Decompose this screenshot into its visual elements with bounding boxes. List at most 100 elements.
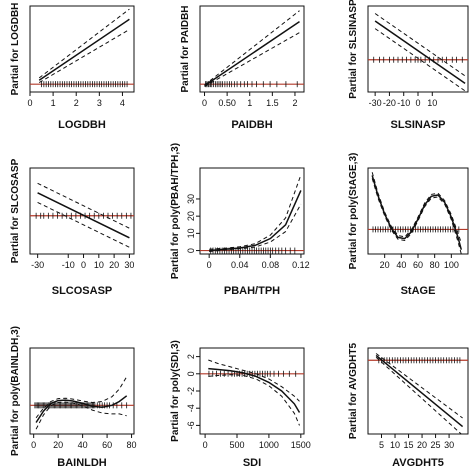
panel-logdbh: 0 1 2 3 4 LOGDBH Partial for LOGDBH [10, 3, 135, 131]
series-upper-line [38, 8, 130, 79]
x-tick-label: 0 [81, 260, 86, 270]
x-tick-label: -10 [62, 260, 75, 270]
x-tick-label: 20 [109, 260, 119, 270]
axes-frame [199, 5, 305, 93]
x-tick-label: 10 [390, 440, 400, 450]
x-tick-label: 60 [102, 440, 112, 450]
y-axis-label: Partial for poly(PBAH/TPH,3) [170, 143, 181, 279]
series-fit-line [374, 20, 466, 85]
y-tick-label: 10 [186, 228, 196, 238]
y-axis-label: Partial for poly(StAGE,3) [348, 153, 359, 270]
panel-stage: 20 40 60 80 100 StAGE Partial for poly(StAGE,3… [348, 153, 469, 297]
x-tick-label: 40 [396, 260, 406, 270]
axes-frame [29, 347, 135, 435]
x-tick-label: 20 [380, 260, 390, 270]
series-lower-line [374, 28, 466, 92]
x-axis-label: AVGDHT5 [392, 457, 444, 469]
x-tick-label: 80 [127, 440, 137, 450]
x-axis-label: SDI [243, 457, 261, 469]
x-tick-label: 0.08 [262, 260, 280, 270]
y-tick-label: -6 [186, 421, 196, 429]
x-tick-label: -30 [369, 98, 382, 108]
x-tick-label: 4 [120, 98, 125, 108]
panel-slsinasp: -30 -20 -10 0 10 SLSINASP Partial for SLSINASP [348, 0, 469, 131]
y-tick-label: -4 [186, 404, 196, 412]
x-tick-label: 5 [379, 440, 384, 450]
axes-frame [199, 347, 305, 435]
panel-pbah-tph: 0 0.04 0.08 0.12 0 10 20 30 PBAH/TPH Partial for … [170, 143, 310, 297]
series-upper-line [35, 376, 128, 419]
x-axis-label: LOGDBH [58, 119, 106, 131]
x-axis-label: PBAH/TPH [224, 285, 280, 297]
series-upper-line [204, 10, 300, 86]
series-fit-line [37, 192, 130, 239]
y-tick-label: -2 [186, 387, 196, 395]
series-upper-line [208, 359, 300, 402]
series-lower-line [209, 203, 302, 253]
panel-slcosasp: -30 -10 0 10 20 30 SLCOSASP Partial for SLCOSAS… [10, 158, 135, 297]
x-axis-label: PAIDBH [231, 119, 272, 131]
rug [34, 402, 128, 409]
series-upper-line [371, 172, 462, 244]
series-lower-line [375, 356, 463, 434]
y-tick-label: 2 [186, 354, 196, 359]
panel-bainldh: 0 20 40 60 80 BAINLDH Partial for poly(BAINLDH… [10, 326, 137, 469]
series-upper-line [375, 353, 463, 419]
series-lower-line [38, 29, 130, 84]
series-lower-line [204, 32, 300, 87]
x-tick-label: -20 [383, 98, 396, 108]
series-fit-line [204, 20, 300, 87]
x-tick-label: 3 [97, 98, 102, 108]
x-tick-label: 0 [31, 440, 36, 450]
x-tick-label: 0.04 [231, 260, 249, 270]
x-axis-label: SLCOSASP [52, 285, 113, 297]
series-fit-line [38, 18, 130, 81]
y-tick-label: 0 [186, 371, 196, 376]
axes-frame [29, 167, 135, 255]
axes-frame [199, 167, 305, 255]
x-tick-label: 1000 [259, 440, 279, 450]
x-tick-label: 2 [292, 98, 297, 108]
x-tick-label: 1.5 [266, 98, 279, 108]
series-lower-line [37, 201, 130, 248]
x-tick-label: 25 [431, 440, 441, 450]
series-fit-line [209, 190, 302, 252]
y-tick-label: 30 [186, 194, 196, 204]
x-tick-label: 0 [202, 98, 207, 108]
x-tick-label: 0 [207, 260, 212, 270]
x-tick-label: 10 [427, 98, 437, 108]
x-tick-label: 500 [229, 440, 244, 450]
y-axis-label: Partial for SLSINASP [348, 0, 359, 99]
rug [205, 81, 298, 88]
series-upper-line [37, 182, 130, 229]
x-tick-label: -10 [397, 98, 410, 108]
x-tick-label: 0 [203, 440, 208, 450]
rug [373, 56, 463, 63]
x-tick-label: 1 [51, 98, 56, 108]
x-tick-label: 0.50 [218, 98, 236, 108]
x-tick-label: 30 [444, 440, 454, 450]
x-tick-label: 15 [404, 440, 414, 450]
x-tick-label: 0.12 [292, 260, 310, 270]
series-lower-line [35, 401, 127, 430]
axes-frame [29, 5, 135, 93]
series-upper-line [209, 174, 302, 250]
x-axis-label: SLSINASP [390, 119, 445, 131]
series-fit-line [371, 175, 463, 250]
y-tick-label: 0 [186, 248, 196, 253]
axes-frame [367, 347, 469, 435]
x-tick-label: 10 [94, 260, 104, 270]
x-tick-label: 1 [247, 98, 252, 108]
series-fit-line [375, 354, 464, 428]
series-fit-line [35, 395, 128, 423]
x-axis-label: BAINLDH [57, 457, 107, 469]
x-tick-label: 2 [74, 98, 79, 108]
rug [41, 81, 128, 88]
y-axis-label: Partial for PAIDBH [180, 5, 191, 92]
x-tick-label: 20 [53, 440, 63, 450]
series-lower-line [208, 374, 300, 426]
x-tick-label: 0 [27, 98, 32, 108]
y-axis-label: Partial for poly(BAINLDH,3) [10, 326, 21, 456]
